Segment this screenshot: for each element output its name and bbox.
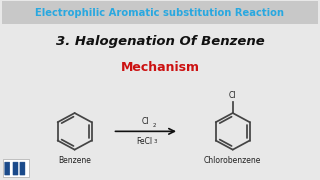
Text: 3. Halogenation Of Benzene: 3. Halogenation Of Benzene xyxy=(56,35,264,48)
FancyBboxPatch shape xyxy=(5,162,10,175)
Text: Chlorobenzene: Chlorobenzene xyxy=(204,156,261,165)
Text: Benzene: Benzene xyxy=(58,156,91,165)
FancyBboxPatch shape xyxy=(13,162,18,175)
Text: 2: 2 xyxy=(153,123,156,128)
Text: Mechanism: Mechanism xyxy=(121,61,199,74)
FancyBboxPatch shape xyxy=(3,159,29,177)
FancyBboxPatch shape xyxy=(2,1,318,24)
Text: 3: 3 xyxy=(154,139,157,144)
Text: Electrophilic Aromatic substitution Reaction: Electrophilic Aromatic substitution Reac… xyxy=(36,8,284,18)
Text: Cl: Cl xyxy=(142,117,149,126)
Text: FeCl: FeCl xyxy=(136,137,152,146)
Text: Cl: Cl xyxy=(229,91,236,100)
FancyBboxPatch shape xyxy=(20,162,25,175)
